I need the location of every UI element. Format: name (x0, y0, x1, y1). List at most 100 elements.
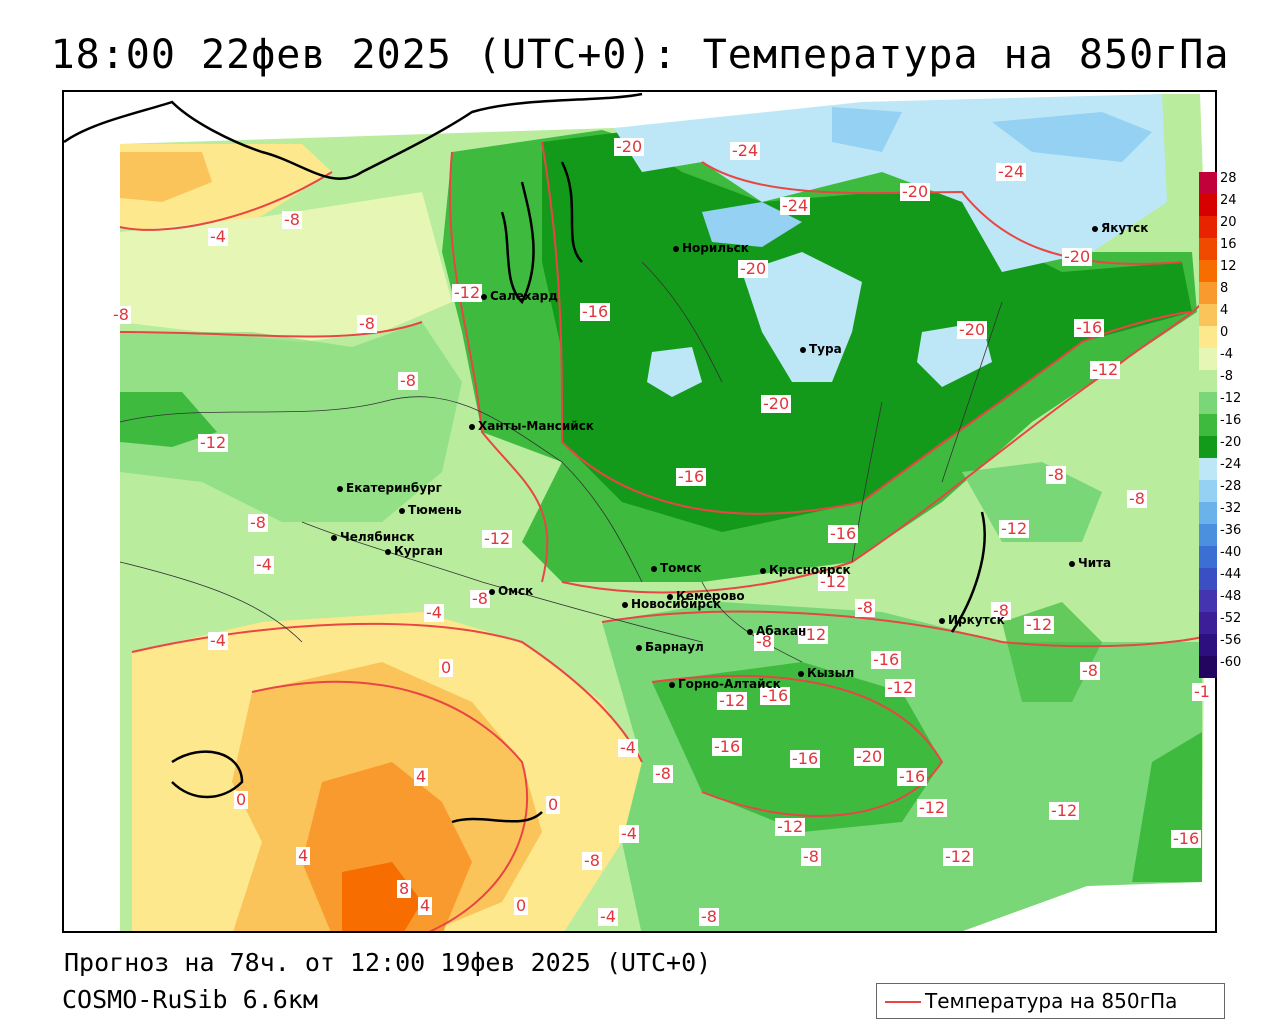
city-dot-icon (636, 644, 642, 651)
city-name: Норильск (682, 241, 749, 255)
city-name: Чита (1078, 556, 1112, 570)
isotherm-label: -1 (1192, 682, 1212, 701)
scale-label: -20 (1220, 435, 1242, 450)
scale-label: 4 (1220, 303, 1229, 318)
scale-cell (1199, 172, 1217, 194)
isotherm-label: -12 (452, 283, 483, 302)
city-marker: Тюмень (399, 503, 462, 517)
map-canvas (64, 92, 1215, 931)
scale-label: -44 (1220, 567, 1242, 582)
isotherm-label: -8 (582, 851, 602, 870)
isotherm-label: -20 (900, 182, 931, 201)
isotherm-label: -4 (598, 907, 618, 926)
scale-cell (1199, 458, 1217, 480)
scale-cell (1199, 348, 1217, 370)
city-dot-icon (800, 346, 806, 353)
city-dot-icon (481, 293, 487, 300)
scale-label: -36 (1220, 523, 1242, 538)
scale-cell (1199, 216, 1217, 238)
isotherm-label: 0 (514, 896, 529, 915)
isotherm-label: -4 (208, 631, 228, 650)
scale-label: -16 (1220, 413, 1242, 428)
scale-cell (1199, 590, 1217, 612)
isotherm-label: -8 (111, 305, 131, 324)
city-name: Горно-Алтайск (678, 677, 781, 691)
isotherm-label: -4 (618, 738, 638, 757)
isotherm-label: -16 (790, 749, 821, 768)
scale-cell (1199, 524, 1217, 546)
isotherm-label: -4 (424, 603, 444, 622)
isotherm-label: -16 (1074, 318, 1105, 337)
model-info: COSMO-RuSib 6.6км (62, 985, 318, 1014)
isotherm-label: -12 (775, 817, 806, 836)
legend-box: Температура на 850гПа (876, 983, 1225, 1019)
isotherm-label: 4 (296, 846, 311, 865)
temperature-map: -20 -24 -24 -20 -24 -20 -20 -16 -20 -16 -12 -20 -16-… (62, 90, 1217, 933)
city-name: Екатеринбург (346, 481, 442, 495)
legend-label: Температура на 850гПа (925, 989, 1178, 1013)
city-dot-icon (1092, 225, 1098, 232)
isotherm-label: -8 (248, 513, 268, 532)
city-marker: Барнаул (636, 640, 704, 654)
isotherm-label: -8 (653, 764, 673, 783)
isotherm-label: 0 (439, 658, 454, 677)
city-dot-icon (385, 548, 391, 555)
isotherm-label: -8 (1080, 661, 1100, 680)
isotherm-label: -12 (943, 847, 974, 866)
isotherm-label: -8 (699, 907, 719, 926)
isotherm-label: 4 (418, 896, 433, 915)
city-marker: Ханты-Мансийск (469, 419, 594, 433)
isotherm-label: -4 (619, 824, 639, 843)
coastlines (64, 92, 986, 824)
legend-line-swatch (885, 1001, 921, 1003)
city-dot-icon (939, 617, 945, 624)
color-scale-labels: 28 24 20 16 12 8 4 0 -4 -8 -12 -16 -20 -24 -28 -32 -36 -4… (1220, 168, 1241, 674)
scale-label: 20 (1220, 215, 1237, 230)
scale-cell (1199, 392, 1217, 414)
scale-label: -60 (1220, 655, 1242, 670)
isotherm-label: -16 (897, 767, 928, 786)
city-dot-icon (669, 681, 675, 688)
city-name: Кемерово (676, 589, 745, 603)
city-name: Тура (809, 342, 842, 356)
scale-cell (1199, 304, 1217, 326)
scale-cell (1199, 414, 1217, 436)
city-marker: Екатеринбург (337, 481, 442, 495)
city-marker: Тура (800, 342, 842, 356)
isotherm-label: -12 (818, 572, 849, 591)
city-marker: Томск (651, 561, 702, 575)
city-dot-icon (489, 588, 495, 595)
scale-cell (1199, 634, 1217, 656)
isotherm-label: -20 (1062, 247, 1093, 266)
city-name: Кызыл (807, 666, 855, 680)
scale-cell (1199, 612, 1217, 634)
isotherm-label: -16 (871, 650, 902, 669)
isotherm-label: -12 (1049, 801, 1080, 820)
scale-cell (1199, 480, 1217, 502)
isotherm-label: -8 (470, 589, 490, 608)
color-scale (1199, 172, 1217, 678)
scale-label: -48 (1220, 589, 1242, 604)
scale-cell (1199, 502, 1217, 524)
city-dot-icon (760, 567, 766, 574)
isotherm-label: -24 (996, 162, 1027, 181)
city-name: Томск (660, 561, 702, 575)
isotherm-label: -16 (676, 467, 707, 486)
city-name: Ханты-Мансийск (478, 419, 594, 433)
scale-cell (1199, 568, 1217, 590)
scale-label: -4 (1220, 347, 1233, 362)
city-dot-icon (747, 628, 753, 635)
city-marker: Салехард (481, 289, 558, 303)
isotherm-label: -8 (282, 210, 302, 229)
isotherm-label: -24 (730, 141, 761, 160)
isotherm-label: -16 (760, 686, 791, 705)
city-marker: Кемерово (667, 589, 745, 603)
scale-cell (1199, 282, 1217, 304)
city-dot-icon (673, 245, 679, 252)
scale-label: -8 (1220, 369, 1233, 384)
scale-label: -24 (1220, 457, 1242, 472)
city-name: Абакан (756, 624, 807, 638)
city-name: Новосибирск (631, 597, 722, 611)
city-dot-icon (337, 485, 343, 492)
city-dot-icon (469, 423, 475, 430)
